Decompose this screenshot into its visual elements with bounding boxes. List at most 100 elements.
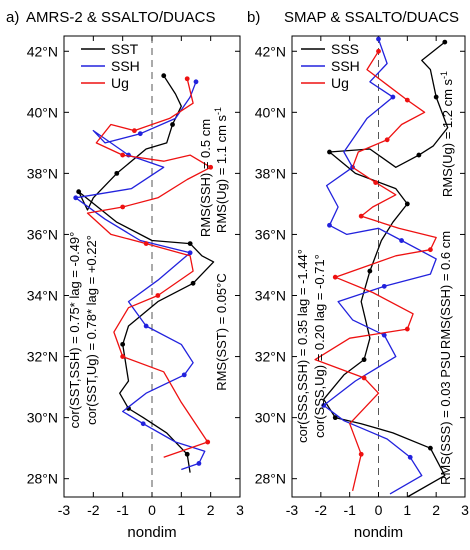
series-line-ug — [314, 50, 437, 492]
x-tick-label: -2 — [315, 502, 328, 518]
data-point-ug — [373, 180, 379, 185]
data-point-sst — [184, 451, 190, 457]
y-tick-label: 36°N — [27, 226, 58, 242]
data-point-ssh — [321, 403, 327, 408]
data-point-ssh — [376, 36, 381, 42]
annotation-rms-ssh: RMS(SSH) = 0.6 cm — [438, 231, 453, 349]
data-point-ug — [120, 152, 126, 158]
y-tick-label: 34°N — [255, 288, 286, 304]
x-tick-label: -3 — [58, 502, 71, 518]
data-point-sst — [120, 341, 126, 347]
series-line-ssh — [75, 81, 206, 471]
annotation-cor-ssh: cor(SST,SSH) = 0.75* lag = -0.49° — [67, 232, 82, 429]
chart-title: SMAP & SSALTO/DUACS — [284, 9, 459, 26]
data-point-ug — [404, 97, 410, 103]
data-point-ssh — [381, 283, 387, 289]
y-tick-label: 42°N — [255, 43, 286, 59]
data-point-ssh — [407, 454, 413, 460]
annotation-exponent: -1 — [213, 107, 223, 115]
x-tick-label: -1 — [343, 502, 356, 518]
annotation-exponent: -1 — [439, 71, 449, 79]
data-point-ug — [120, 204, 126, 210]
data-point-sss — [442, 39, 448, 45]
data-point-ug — [361, 375, 367, 381]
legend-label-ssh: SSH — [111, 58, 140, 74]
x-tick-label: 2 — [432, 502, 440, 518]
annotation-cor-ug: cor(SSS,Ug) = 0.20 lag = -0.71° — [312, 254, 327, 438]
data-point-ug — [376, 48, 381, 54]
data-point-sss — [367, 268, 373, 274]
y-tick-label: 28°N — [255, 471, 286, 487]
data-point-ug — [358, 451, 364, 457]
data-point-ug — [428, 247, 433, 253]
y-tick-label: 30°N — [27, 410, 58, 426]
x-tick-label: 1 — [403, 502, 411, 518]
data-point-sst — [170, 122, 175, 127]
series-line-sst — [78, 75, 215, 473]
data-point-sst — [161, 73, 167, 79]
x-tick-label: -3 — [286, 502, 299, 518]
data-point-ssh — [181, 372, 187, 378]
y-tick-label: 30°N — [255, 410, 286, 426]
data-point-ssh — [381, 332, 387, 338]
y-tick-label: 28°N — [27, 471, 58, 487]
data-point-sst — [190, 280, 196, 286]
annotation-rms-ug: RMS(Ug) = 1.2 cm s-1 — [439, 71, 455, 197]
legend-label-sst: SST — [111, 41, 139, 57]
y-tick-label: 34°N — [27, 288, 58, 304]
y-tick-label: 32°N — [27, 349, 58, 365]
data-point-ssh — [73, 195, 79, 201]
data-point-ssh — [193, 79, 199, 85]
x-tick-label: -2 — [87, 502, 100, 518]
y-tick-label: 40°N — [27, 104, 58, 120]
panel-b: b) SMAP & SSALTO/DUACS -3 -2 -1 0 1 2 3 28°N 30°N 3… — [247, 9, 469, 541]
data-point-sss — [404, 201, 410, 207]
x-tick-label: 1 — [177, 502, 185, 518]
data-point-ssh — [187, 250, 193, 256]
data-point-sst — [187, 241, 193, 247]
x-tick-label: 3 — [236, 502, 244, 518]
data-point-ug — [384, 137, 390, 143]
x-tick-label: 2 — [207, 502, 215, 518]
annotation-rms-ug: RMS(Ug) = 1.1 cm s-1 — [213, 107, 229, 233]
panel-label: b) — [247, 9, 260, 26]
legend-label-ug: Ug — [331, 75, 349, 91]
data-point-ug — [404, 326, 410, 332]
chart-title: AMRS-2 & SSALTO/DUACS — [26, 9, 216, 26]
x-tick-label: -1 — [116, 502, 129, 518]
series-line-ug — [86, 78, 212, 458]
y-tick-label: 36°N — [255, 226, 286, 242]
data-point-sss — [433, 94, 439, 100]
data-point-ssh — [399, 238, 404, 243]
data-point-ug — [155, 293, 161, 298]
x-tick-label: 0 — [148, 502, 156, 518]
series-line-ssh — [323, 38, 437, 495]
y-tick-label: 42°N — [27, 43, 58, 59]
data-point-sss — [416, 152, 422, 158]
data-point-ssh — [196, 461, 202, 466]
annotation-rms-ssh: RMS(SSH) = 0.5 cm — [198, 119, 213, 237]
annotation-cor-ug: cor(SST,Ug) = 0.78* lag = +0.22° — [84, 235, 99, 425]
annotation-cor-ssh: cor(SSS,SSH) = 0.35 lag = -1.44° — [295, 249, 310, 443]
data-point-ug — [132, 128, 137, 134]
data-point-sss — [332, 415, 338, 421]
data-point-ssh — [390, 94, 396, 100]
data-point-ssh — [140, 421, 146, 427]
data-point-ug — [184, 76, 190, 82]
panel-label: a) — [6, 9, 19, 26]
data-point-ssh — [143, 323, 149, 329]
data-point-sss — [428, 445, 433, 451]
y-tick-label: 38°N — [255, 165, 286, 181]
data-point-sss — [361, 357, 367, 363]
annotation-rms-sst: RMS(SST) = 0.05°C — [214, 273, 229, 391]
series-line-sss — [323, 41, 449, 498]
data-point-sst — [114, 170, 120, 176]
data-point-sst — [76, 189, 82, 195]
data-point-sss — [327, 149, 332, 155]
data-point-ug — [332, 274, 338, 280]
data-point-ug — [143, 241, 149, 247]
data-point-ug — [205, 439, 211, 445]
x-tick-label: 3 — [461, 502, 469, 518]
x-axis-title: nondim — [354, 524, 403, 541]
